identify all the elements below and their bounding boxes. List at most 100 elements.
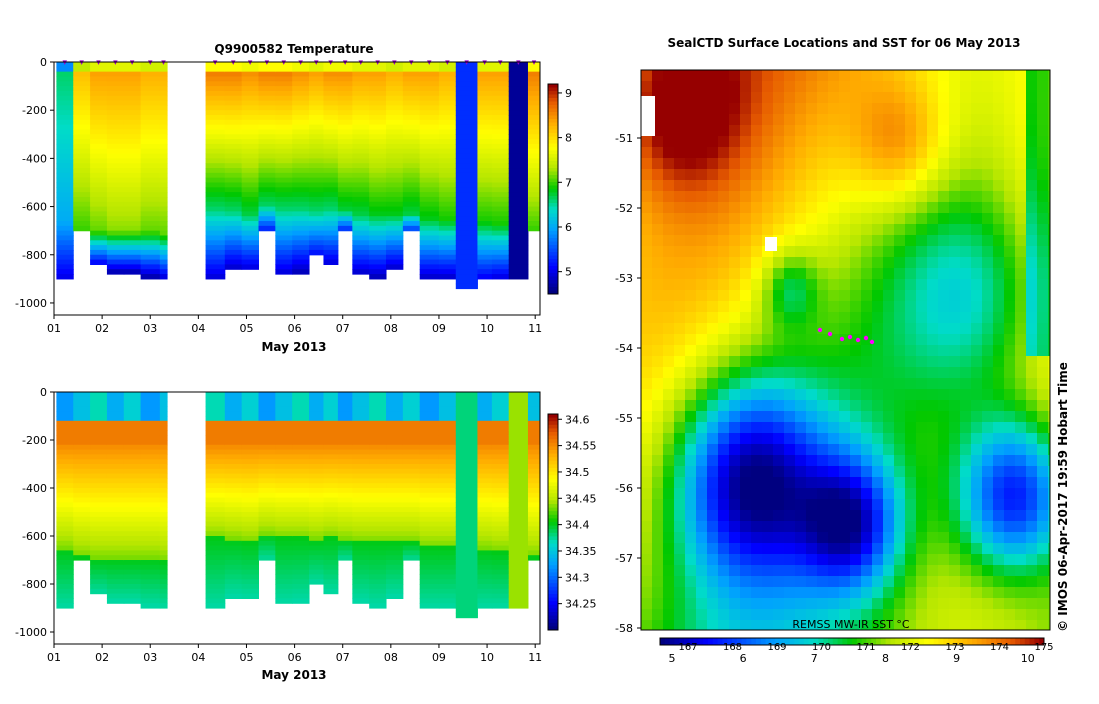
profile-cell (369, 110, 387, 116)
profile-cell (419, 168, 440, 174)
profile-cell (140, 158, 161, 164)
sst-cell (861, 521, 873, 533)
x-tick-label: 11 (528, 322, 542, 335)
profile-cell (386, 540, 404, 547)
profile-cell (508, 177, 529, 184)
profile-cell (309, 119, 324, 126)
profile-cell (508, 401, 529, 407)
sst-colorbar-segment (996, 638, 1002, 645)
profile-cell (508, 483, 529, 489)
profile-cell (438, 584, 457, 590)
profile-cell (386, 516, 404, 523)
sst-cell (696, 224, 708, 236)
sst-cell (894, 268, 906, 280)
x-tick-label: 07 (336, 651, 350, 664)
profile-cell (241, 392, 260, 398)
sst-cell (938, 477, 950, 489)
profile-cell (56, 206, 74, 212)
sst-cell (971, 158, 983, 170)
profile-cell (309, 62, 324, 68)
profile-cell (323, 235, 339, 241)
profile-cell (123, 536, 142, 542)
profile-cell (292, 555, 310, 561)
sst-cell (894, 114, 906, 126)
profile-cell (224, 245, 243, 251)
profile-cell (309, 153, 324, 159)
sst-cell (938, 235, 950, 247)
colorbar-segment (548, 206, 558, 211)
sst-cell (652, 400, 664, 412)
profile-cell (402, 71, 421, 78)
colorbar-segment (548, 586, 558, 591)
sst-cell (674, 554, 686, 566)
profile-cell (455, 435, 478, 441)
profile-cell (140, 201, 161, 208)
sst-cell (652, 576, 664, 588)
sst-cell (729, 532, 741, 544)
profile-cell (292, 119, 310, 126)
sst-cell (993, 169, 1005, 181)
profile-cell (205, 225, 226, 232)
profile-cell (419, 401, 440, 407)
sst-cell (718, 378, 730, 390)
profile-cell (323, 540, 339, 547)
profile-cell (140, 564, 161, 571)
profile-cell (309, 392, 324, 398)
profile-cell (224, 124, 243, 131)
profile-cell (241, 483, 260, 489)
sst-cell (663, 103, 675, 115)
sst-cell (993, 411, 1005, 423)
sst-cell (905, 180, 917, 192)
profile-cell (275, 249, 293, 256)
sst-cell (927, 488, 939, 500)
profile-cell (241, 459, 260, 465)
sst-cell (696, 191, 708, 203)
sst-cell (652, 510, 664, 522)
profile-cell (323, 560, 339, 566)
sst-cell (795, 620, 807, 631)
sst-cell (663, 224, 675, 236)
profile-cell (386, 411, 404, 417)
profile-cell (402, 444, 421, 451)
sst-cell (938, 455, 950, 467)
sst-cell (949, 147, 961, 159)
colorbar-segment (548, 608, 558, 613)
profile-cell (205, 95, 226, 102)
profile-cell (455, 497, 478, 503)
profile-cell (402, 139, 421, 145)
sst-cell (828, 334, 840, 346)
profile-cell (140, 139, 161, 145)
sst-cell (960, 389, 972, 401)
profile-cell (90, 411, 108, 417)
sst-cell (850, 279, 862, 291)
sst-cell (993, 136, 1005, 148)
sst-cell (927, 202, 939, 214)
profile-cell (491, 148, 510, 155)
profile-cell (491, 550, 510, 556)
sst-cell (1026, 92, 1038, 104)
profile-cell (508, 497, 529, 503)
profile-marker: ▾ (282, 58, 287, 68)
profile-cell (159, 550, 168, 556)
profile-cell (241, 139, 260, 145)
sst-cell (751, 158, 763, 170)
profile-cell (369, 100, 387, 106)
sst-cell (1015, 620, 1027, 631)
profile-cell (106, 598, 125, 604)
profile-cell (106, 148, 125, 155)
profile-cell (323, 148, 339, 155)
profile-cell (224, 90, 243, 97)
profile-cell (455, 598, 478, 604)
profile-cell (123, 488, 142, 494)
profile-cell (258, 396, 276, 403)
sst-cell (894, 466, 906, 478)
sst-cell (1015, 609, 1027, 621)
sst-cell (905, 400, 917, 412)
sst-cell (905, 411, 917, 423)
profile-cell (323, 536, 339, 542)
sst-cell (729, 136, 741, 148)
profile-cell (275, 473, 293, 479)
sst-cell (883, 367, 895, 379)
profile-cell (402, 396, 421, 403)
profile-cell (309, 177, 324, 184)
